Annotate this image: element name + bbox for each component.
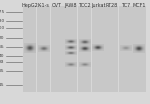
Text: Jurkat: Jurkat [91,3,105,8]
FancyBboxPatch shape [92,6,105,92]
FancyBboxPatch shape [23,6,36,92]
Text: 40: 40 [0,54,4,58]
Text: MCF1: MCF1 [132,3,146,8]
FancyBboxPatch shape [132,6,146,92]
FancyBboxPatch shape [64,6,77,92]
Text: OVT: OVT [52,3,62,8]
Text: 25: 25 [0,69,4,73]
Text: TC7: TC7 [121,3,130,8]
Text: TCC2: TCC2 [78,3,91,8]
Text: 33: 33 [0,60,4,64]
Text: RT28: RT28 [106,3,118,8]
Text: K-1-s: K-1-s [38,3,50,8]
FancyBboxPatch shape [105,6,118,92]
Text: 175: 175 [0,11,4,14]
Text: 15: 15 [0,83,4,87]
FancyBboxPatch shape [119,6,132,92]
Text: 55: 55 [0,45,4,49]
Text: JAW8: JAW8 [64,3,77,8]
FancyBboxPatch shape [37,6,50,92]
FancyBboxPatch shape [78,6,91,92]
Text: 130: 130 [0,19,4,23]
Text: 70: 70 [0,37,4,40]
FancyBboxPatch shape [51,6,64,92]
Text: 100: 100 [0,26,4,30]
Text: HepG2: HepG2 [21,3,38,8]
